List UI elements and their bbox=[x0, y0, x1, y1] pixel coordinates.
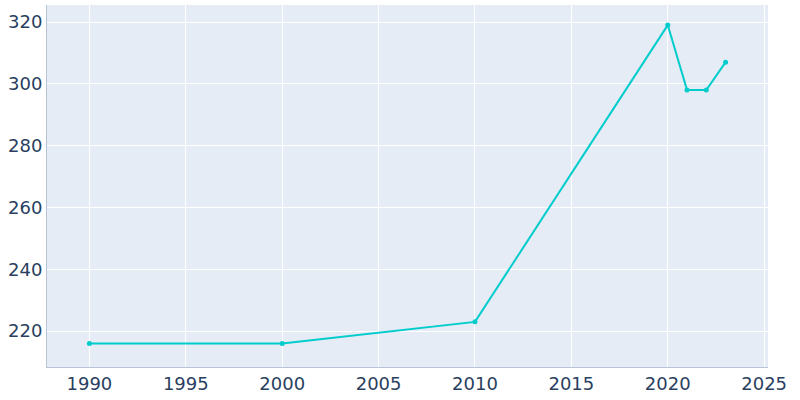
svg-text:260: 260 bbox=[8, 197, 42, 218]
svg-text:2015: 2015 bbox=[548, 373, 594, 394]
svg-text:320: 320 bbox=[8, 11, 42, 32]
svg-text:220: 220 bbox=[8, 320, 42, 341]
svg-text:1990: 1990 bbox=[67, 373, 113, 394]
svg-text:300: 300 bbox=[8, 73, 42, 94]
svg-text:2025: 2025 bbox=[741, 373, 787, 394]
svg-text:2010: 2010 bbox=[452, 373, 498, 394]
svg-text:2020: 2020 bbox=[645, 373, 691, 394]
svg-text:1995: 1995 bbox=[163, 373, 209, 394]
svg-text:240: 240 bbox=[8, 259, 42, 280]
svg-text:2000: 2000 bbox=[259, 373, 305, 394]
svg-text:280: 280 bbox=[8, 135, 42, 156]
svg-text:2005: 2005 bbox=[356, 373, 402, 394]
